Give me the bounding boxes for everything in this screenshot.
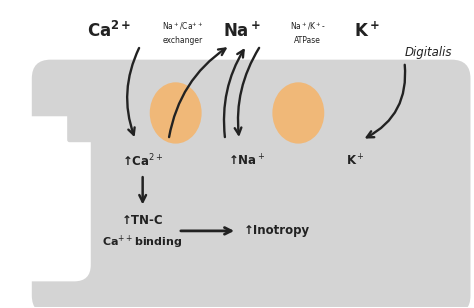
Ellipse shape: [273, 82, 324, 144]
Text: Ca$^{++}$binding: Ca$^{++}$binding: [102, 233, 183, 251]
Text: ATPase: ATPase: [294, 36, 321, 45]
Text: exchanger: exchanger: [163, 36, 203, 45]
FancyBboxPatch shape: [32, 60, 471, 308]
Text: ↑TN-C: ↑TN-C: [122, 213, 164, 227]
FancyBboxPatch shape: [0, 116, 91, 282]
Text: Digitalis: Digitalis: [404, 46, 452, 59]
Text: K$^+$: K$^+$: [346, 153, 365, 169]
Text: Na$^+$/Ca$^{++}$: Na$^+$/Ca$^{++}$: [162, 21, 203, 32]
Text: $\mathbf{K^+}$: $\mathbf{K^+}$: [354, 22, 380, 41]
Text: Na$^+$/K$^+$-: Na$^+$/K$^+$-: [290, 21, 326, 32]
Text: ↑Ca$^{2+}$: ↑Ca$^{2+}$: [122, 153, 164, 169]
Text: $\mathbf{Ca^{2+}}$: $\mathbf{Ca^{2+}}$: [87, 21, 132, 41]
Text: ↑Na$^+$: ↑Na$^+$: [228, 153, 265, 169]
Text: $\mathbf{Na^+}$: $\mathbf{Na^+}$: [223, 22, 261, 41]
Ellipse shape: [150, 82, 201, 144]
FancyBboxPatch shape: [67, 83, 430, 142]
Text: ↑Inotropy: ↑Inotropy: [244, 225, 310, 237]
